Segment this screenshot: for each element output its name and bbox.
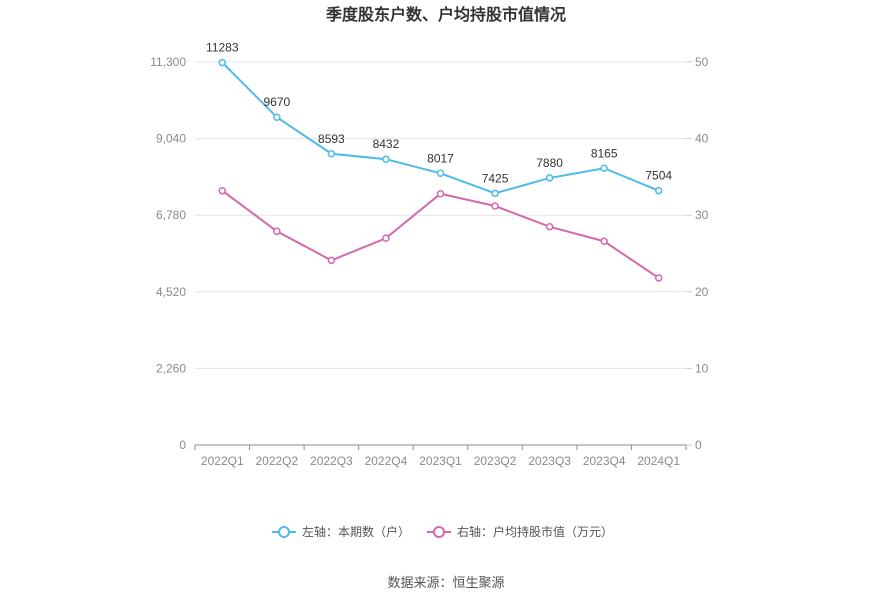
series-line-right — [221, 189, 660, 279]
data-point-right[interactable] — [382, 234, 390, 242]
data-point-right[interactable] — [218, 186, 227, 195]
x-tick-label: 2023Q4 — [583, 454, 626, 468]
y-left-tick-label: 4,520 — [156, 285, 186, 299]
x-tick-label: 2022Q1 — [201, 454, 244, 468]
data-label: 7425 — [482, 171, 509, 185]
y-right-tick-label: 20 — [695, 285, 709, 299]
data-point-left[interactable] — [273, 113, 281, 121]
data-point-right[interactable] — [327, 256, 336, 265]
y-right-tick-label: 30 — [695, 208, 709, 222]
data-label: 8017 — [427, 151, 454, 165]
source-note: 数据来源：恒生聚源 — [387, 575, 504, 590]
data-point-right[interactable] — [654, 274, 663, 282]
data-label: 11283 — [206, 41, 239, 55]
chart-title: 季度股东户数、户均持股市值情况 — [325, 5, 566, 24]
y-right-tick-label: 10 — [695, 361, 709, 375]
data-point-left[interactable] — [545, 174, 554, 182]
legend-label-left: 左轴：本期数（户） — [302, 524, 410, 539]
data-point-left[interactable] — [654, 186, 663, 195]
x-tick-label: 2022Q4 — [365, 454, 408, 468]
data-point-right[interactable] — [545, 222, 554, 231]
data-point-right[interactable] — [600, 237, 608, 245]
data-label: 8593 — [318, 132, 345, 146]
y-left-tick-label: 2,260 — [156, 361, 186, 375]
data-point-left[interactable] — [382, 155, 390, 163]
x-tick-label: 2022Q2 — [255, 454, 298, 468]
grid — [195, 61, 686, 369]
data-point-left[interactable] — [600, 164, 608, 173]
data-point-right[interactable] — [491, 202, 499, 210]
y-right-tick-label: 50 — [695, 55, 709, 69]
data-point-left[interactable] — [218, 58, 227, 67]
y-left-tick-label: 11,300 — [150, 55, 186, 69]
legend-label-right: 右轴：户均持股市值（万元） — [457, 524, 613, 539]
x-tick-label: 2023Q2 — [474, 454, 517, 468]
y-right-tick-label: 0 — [695, 438, 702, 452]
x-tick-label: 2023Q3 — [528, 454, 571, 468]
y-left-tick-label: 0 — [179, 438, 186, 452]
data-label: 8432 — [373, 137, 400, 151]
x-tick-label: 2023Q1 — [419, 454, 462, 468]
data-label: 9670 — [263, 95, 290, 109]
data-label: 7880 — [536, 156, 563, 170]
data-point-right[interactable] — [436, 190, 445, 198]
data-point-left[interactable] — [327, 150, 336, 158]
data-point-right[interactable] — [273, 227, 281, 236]
x-tick-label: 2022Q3 — [310, 454, 353, 468]
legend-item-left[interactable]: 左轴：本期数（户） — [272, 524, 410, 539]
legend-item-right[interactable]: 右轴：户均持股市值（万元） — [427, 524, 613, 539]
data-label: 7504 — [645, 169, 672, 183]
x-tick-label: 2024Q1 — [637, 454, 680, 468]
data-point-left[interactable] — [436, 169, 445, 178]
axes: 0 2,260 4,520 6,780 9,040 11,300 0 10 20 30 40 50 20… — [150, 55, 708, 468]
data-point-left[interactable] — [491, 189, 499, 198]
legend: 左轴：本期数（户） 右轴：户均持股市值（万元） — [272, 524, 613, 539]
y-right-tick-label: 40 — [695, 132, 709, 146]
y-left-tick-label: 9,040 — [156, 132, 186, 146]
series-layer: 11283 9670 8593 8432 8017 7425 7880 8165 7504 — [206, 41, 672, 282]
y-left-tick-label: 6,780 — [156, 208, 186, 222]
data-label: 8165 — [591, 146, 618, 160]
